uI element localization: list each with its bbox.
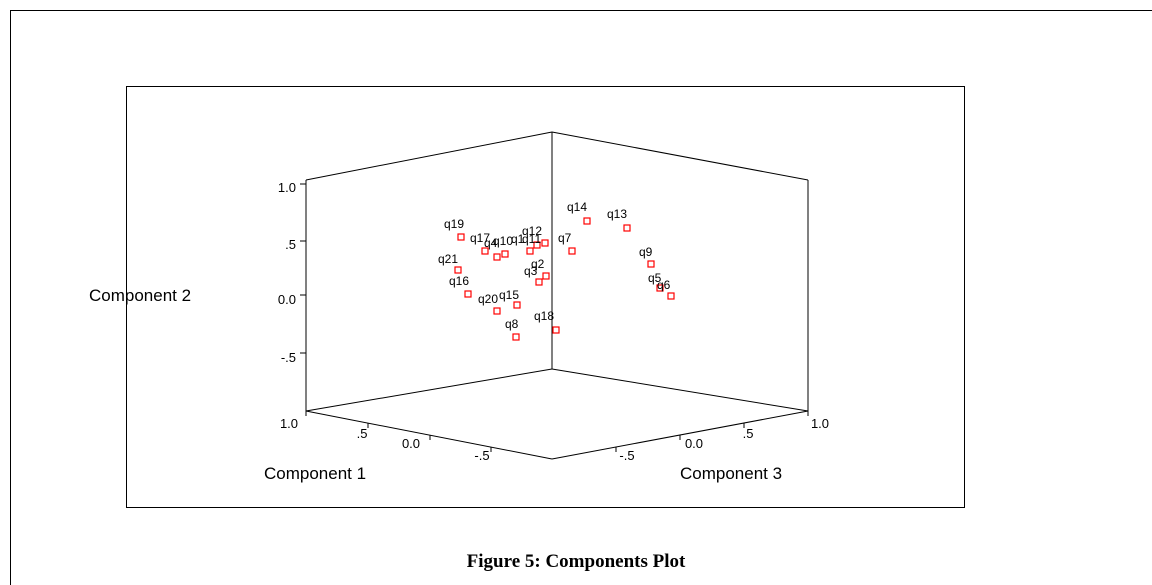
point-marker-q2 (542, 272, 550, 280)
point-label-q8: q8 (505, 317, 519, 331)
z-tick-label: 0.0 (685, 436, 703, 451)
point-label-q4: q4 (484, 236, 498, 250)
x-tick-label: 1.0 (280, 416, 298, 431)
axis-label-y: Component 2 (89, 286, 191, 305)
back-left-top-edge (305, 131, 553, 181)
point-marker-q7 (568, 247, 576, 255)
point-label-q10: q10 (493, 234, 513, 248)
y-tick-label: .5 (285, 237, 296, 252)
point-marker-q10 (501, 250, 509, 258)
back-right-bottom-edge (551, 368, 809, 412)
axis-label-x: Component 1 (264, 464, 366, 483)
point-label-q12: q12 (522, 224, 542, 238)
point-label-q1: q1 (511, 232, 525, 246)
back-left-bottom-edge (305, 368, 553, 412)
point-label-q16: q16 (449, 274, 469, 288)
point-marker-q17 (481, 247, 489, 255)
x-tick-label: .5 (357, 426, 368, 441)
tick-marks (300, 183, 809, 452)
y-tick-label: -.5 (281, 350, 296, 365)
front-left-bottom-edge (305, 410, 553, 460)
point-label-q9: q9 (639, 245, 653, 259)
point-label-q19: q19 (444, 217, 464, 231)
axes-box (305, 131, 809, 460)
point-marker-q11 (533, 241, 541, 249)
point-marker-q6 (667, 292, 675, 300)
point-marker-q15 (513, 301, 521, 309)
point-label-q7: q7 (558, 231, 572, 245)
x-tick-label: -.5 (474, 448, 489, 463)
y-tick-label: 1.0 (278, 180, 296, 195)
point-marker-q16 (464, 290, 472, 298)
back-right-top-edge (551, 131, 809, 181)
z-tick-label: .5 (743, 426, 754, 441)
point-label-q14: q14 (567, 200, 587, 214)
point-marker-q5 (656, 284, 664, 292)
point-label-q17: q17 (470, 231, 490, 245)
z-tick-label: 1.0 (811, 416, 829, 431)
point-label-q3: q3 (524, 264, 538, 278)
figure-caption: Figure 5: Components Plot (466, 551, 686, 572)
point-marker-q20 (493, 307, 501, 315)
point-label-q11: q11 (522, 232, 541, 246)
page-frame (10, 10, 1152, 585)
point-label-q6: q6 (657, 278, 671, 292)
y-tick-label: 0.0 (278, 292, 296, 307)
point-label-q20: q20 (478, 292, 498, 306)
point-marker-q13 (623, 224, 631, 232)
z-tick-label: -.5 (619, 448, 634, 463)
point-marker-q18 (552, 326, 560, 334)
point-marker-q19 (457, 233, 465, 241)
point-label-q18: q18 (534, 309, 554, 323)
point-label-q13: q13 (607, 207, 627, 221)
chart-frame (126, 86, 965, 508)
point-label-q15: q15 (499, 288, 519, 302)
x-tick-label: 0.0 (402, 436, 420, 451)
point-label-q2: q2 (531, 257, 545, 271)
point-marker-q3 (535, 278, 543, 286)
point-marker-q4 (493, 253, 501, 261)
point-label-q5: q5 (648, 271, 662, 285)
point-marker-q1 (526, 247, 534, 255)
point-marker-q12 (541, 239, 549, 247)
point-marker-q9 (647, 260, 655, 268)
point-marker-q21 (454, 266, 462, 274)
point-marker-q8 (512, 333, 520, 341)
point-marker-q14 (583, 217, 591, 225)
tick-labels: 1.0 .5 0.0 -.5 1.0 .5 0.0 -.5 -.5 0.0 .5 1.0 (278, 180, 829, 463)
point-label-q21: q21 (438, 252, 458, 266)
axis-label-z: Component 3 (680, 464, 782, 483)
